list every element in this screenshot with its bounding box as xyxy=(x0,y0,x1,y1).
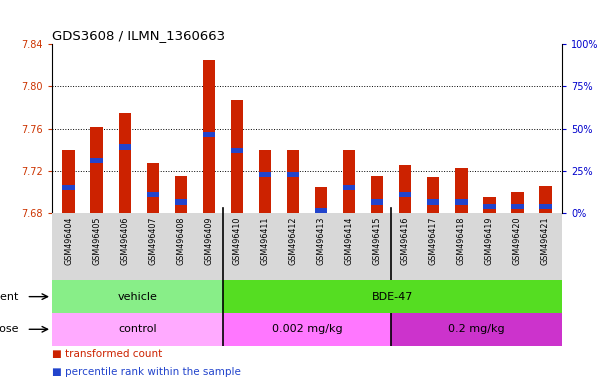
Text: GSM496411: GSM496411 xyxy=(260,217,269,265)
Bar xyxy=(287,172,299,177)
Bar xyxy=(175,176,187,213)
Bar xyxy=(511,204,524,209)
Text: GSM496420: GSM496420 xyxy=(513,217,522,265)
Bar xyxy=(315,187,327,213)
Bar xyxy=(391,313,562,346)
Text: GSM496412: GSM496412 xyxy=(288,217,298,265)
Bar xyxy=(287,150,299,213)
Bar xyxy=(203,60,215,213)
Bar xyxy=(258,172,271,177)
Text: 0.002 mg/kg: 0.002 mg/kg xyxy=(272,324,342,334)
Bar xyxy=(539,185,552,213)
Bar xyxy=(223,280,562,313)
Text: GSM496404: GSM496404 xyxy=(64,217,73,265)
Text: GSM496407: GSM496407 xyxy=(148,217,158,265)
Text: BDE-47: BDE-47 xyxy=(372,291,413,302)
Bar xyxy=(230,148,243,153)
Text: ■ transformed count: ■ transformed count xyxy=(52,349,162,359)
Bar xyxy=(62,150,75,213)
Text: vehicle: vehicle xyxy=(117,291,158,302)
Bar xyxy=(62,185,75,190)
Text: control: control xyxy=(118,324,157,334)
Text: GSM496421: GSM496421 xyxy=(541,217,550,265)
Text: GSM496405: GSM496405 xyxy=(92,217,101,265)
Text: GSM496410: GSM496410 xyxy=(232,217,241,265)
Bar xyxy=(483,204,496,209)
Bar xyxy=(203,132,215,137)
Text: GSM496415: GSM496415 xyxy=(373,217,382,265)
Bar xyxy=(175,199,187,205)
Text: GSM496419: GSM496419 xyxy=(485,217,494,265)
Bar xyxy=(455,199,467,205)
Bar xyxy=(90,127,103,213)
Text: GSM496409: GSM496409 xyxy=(205,217,213,265)
Text: dose: dose xyxy=(0,324,19,334)
Bar xyxy=(223,313,391,346)
Bar xyxy=(258,150,271,213)
Text: ■ percentile rank within the sample: ■ percentile rank within the sample xyxy=(52,367,241,377)
Text: GSM496416: GSM496416 xyxy=(401,217,409,265)
Bar xyxy=(343,185,356,190)
Bar xyxy=(90,158,103,164)
Text: GSM496414: GSM496414 xyxy=(345,217,354,265)
Bar xyxy=(371,176,384,213)
Text: GSM496417: GSM496417 xyxy=(429,217,437,265)
Text: GSM496408: GSM496408 xyxy=(177,217,185,265)
Bar xyxy=(119,144,131,150)
Bar xyxy=(147,192,159,197)
Text: GDS3608 / ILMN_1360663: GDS3608 / ILMN_1360663 xyxy=(52,28,225,41)
Bar xyxy=(147,164,159,213)
Bar xyxy=(399,192,411,197)
Bar xyxy=(230,100,243,213)
Bar xyxy=(483,197,496,213)
Text: GSM496418: GSM496418 xyxy=(456,217,466,265)
Text: GSM496406: GSM496406 xyxy=(120,217,130,265)
Bar xyxy=(119,113,131,213)
Bar xyxy=(52,313,223,346)
Bar xyxy=(455,168,467,213)
Bar xyxy=(427,177,439,213)
Bar xyxy=(52,280,223,313)
Text: agent: agent xyxy=(0,291,19,302)
Text: 0.2 mg/kg: 0.2 mg/kg xyxy=(448,324,505,334)
Bar xyxy=(315,208,327,213)
Bar xyxy=(371,199,384,205)
Text: GSM496413: GSM496413 xyxy=(316,217,326,265)
Bar xyxy=(399,164,411,213)
Bar xyxy=(427,199,439,205)
Bar xyxy=(511,192,524,213)
Bar xyxy=(343,150,356,213)
Bar xyxy=(539,204,552,209)
